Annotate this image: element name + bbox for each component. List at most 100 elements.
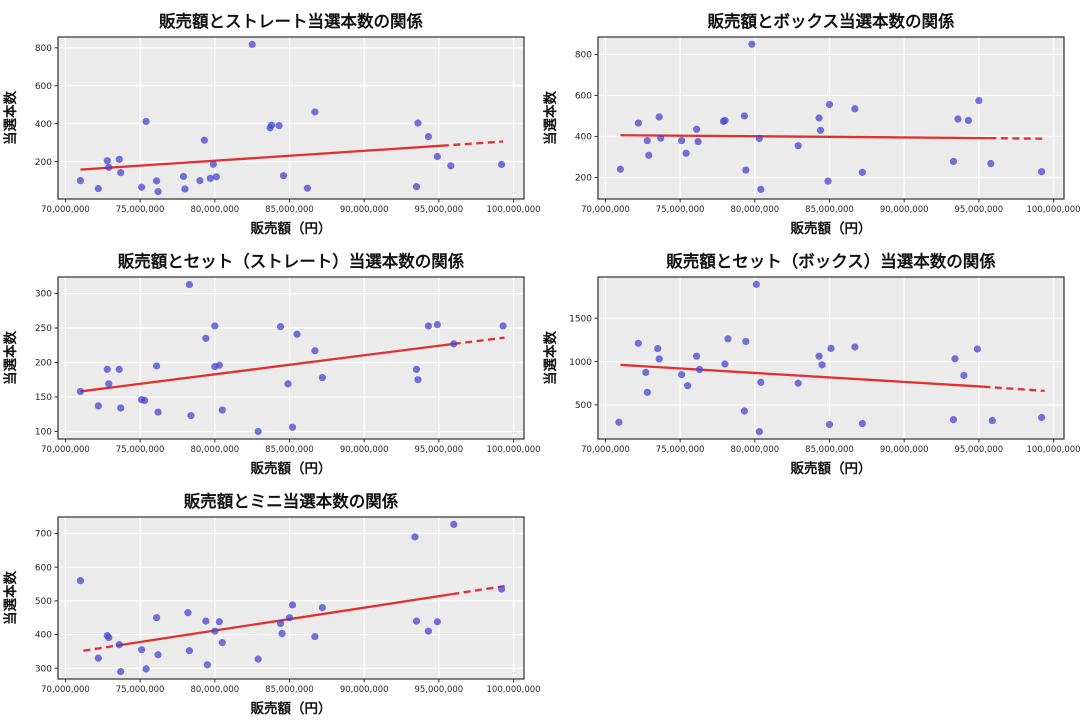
scatter-point bbox=[115, 155, 123, 163]
subplot-cell-set-box: 70,000,000 75,000,000 80,000,000 85,000,000… bbox=[540, 240, 1080, 480]
scatter-point bbox=[285, 614, 294, 622]
scatter-point bbox=[655, 355, 663, 363]
axes-panel bbox=[58, 37, 524, 199]
x-tick-label: 85,000,000 bbox=[265, 445, 314, 455]
scatter-point bbox=[184, 609, 192, 617]
x-tick-label: 70,000,000 bbox=[41, 205, 90, 215]
scatter-point bbox=[724, 335, 732, 343]
scatter-point bbox=[414, 119, 422, 127]
scatter-point bbox=[851, 105, 859, 113]
x-tick-label: 100,000,000 bbox=[487, 445, 540, 455]
y-tick-label: 200 bbox=[35, 158, 52, 168]
y-tick-label: 300 bbox=[35, 664, 52, 674]
scatter-point bbox=[960, 371, 968, 380]
chart-title: 販売額とボックス当選本数の関係 bbox=[707, 11, 955, 31]
y-tick-label: 100 bbox=[35, 428, 52, 438]
scatter-point bbox=[424, 322, 433, 330]
chart-straight-wins: 70,000,000 75,000,000 80,000,000 85,000,000… bbox=[2, 11, 540, 237]
scatter-point bbox=[424, 132, 433, 141]
scatter-point bbox=[196, 176, 204, 185]
y-tick-label: 600 bbox=[575, 92, 592, 102]
x-tick-label: 70,000,000 bbox=[581, 445, 630, 455]
y-tick-label: 1500 bbox=[569, 314, 592, 324]
scatter-point bbox=[987, 159, 995, 168]
trend-line-dashed bbox=[989, 136, 1044, 140]
x-tick-label: 80,000,000 bbox=[190, 445, 239, 455]
x-tick-label: 95,000,000 bbox=[955, 205, 1004, 215]
scatter-point bbox=[94, 402, 102, 410]
scatter-point bbox=[433, 618, 441, 626]
scatter-point bbox=[412, 365, 421, 373]
y-tick-label: 400 bbox=[35, 631, 52, 641]
scatter-point bbox=[642, 368, 650, 376]
axes-panel bbox=[58, 277, 524, 439]
scatter-point bbox=[412, 617, 421, 625]
axes-border bbox=[57, 276, 525, 440]
subplot-cell-box: 70,000,000 75,000,000 80,000,000 85,000,000… bbox=[540, 0, 1080, 240]
scatter-point bbox=[293, 330, 301, 338]
scatter-point bbox=[311, 347, 319, 355]
x-tick-label: 100,000,000 bbox=[1027, 205, 1080, 215]
scatter-point bbox=[185, 280, 194, 289]
y-tick-label: 400 bbox=[575, 133, 592, 143]
y-axis-label: 当選本数 bbox=[2, 91, 19, 145]
scatter-point bbox=[76, 387, 85, 396]
scatter-point bbox=[818, 361, 826, 369]
scatter-point bbox=[202, 617, 210, 625]
scatter-point bbox=[303, 184, 312, 192]
scatter-point bbox=[212, 173, 220, 181]
scatter-point bbox=[951, 355, 959, 363]
scatter-point bbox=[794, 379, 802, 387]
scatter-point bbox=[742, 166, 750, 174]
scatter-point bbox=[103, 365, 111, 373]
scatter-point bbox=[757, 185, 765, 193]
scatter-point bbox=[76, 577, 85, 585]
scatter-point bbox=[695, 365, 704, 374]
scatter-point bbox=[757, 378, 765, 386]
x-tick-label: 95,000,000 bbox=[955, 445, 1004, 455]
x-tick-label: 85,000,000 bbox=[265, 205, 314, 215]
scatter-point bbox=[752, 280, 760, 288]
scatter-point bbox=[988, 416, 996, 425]
scatter-point bbox=[211, 627, 219, 635]
trend-line-dashed bbox=[452, 584, 505, 596]
scatter-point bbox=[825, 100, 834, 109]
y-tick-label: 800 bbox=[35, 44, 52, 54]
x-tick-label: 75,000,000 bbox=[656, 205, 705, 215]
scatter-point bbox=[94, 184, 102, 193]
x-tick-label: 100,000,000 bbox=[487, 205, 540, 215]
scatter-point bbox=[678, 370, 686, 379]
x-axis-label: 販売額（円） bbox=[791, 220, 872, 237]
scatter-point bbox=[218, 639, 226, 647]
scatter-point bbox=[692, 352, 701, 360]
scatter-point bbox=[1037, 413, 1046, 422]
scatter-point bbox=[141, 396, 149, 404]
x-tick-label: 90,000,000 bbox=[340, 685, 389, 695]
x-tick-label: 70,000,000 bbox=[41, 445, 90, 455]
scatter-point bbox=[154, 408, 162, 416]
scatter-point bbox=[740, 407, 748, 415]
scatter-point bbox=[433, 320, 441, 329]
scatter-point bbox=[105, 163, 113, 171]
scatter-point bbox=[949, 416, 958, 424]
scatter-point bbox=[721, 360, 729, 368]
y-tick-label: 500 bbox=[35, 597, 52, 607]
scatter-point bbox=[288, 601, 297, 609]
scatter-point bbox=[450, 520, 458, 529]
scatter-point bbox=[643, 388, 651, 396]
chart-title: 販売額とセット（ボックス）当選本数の関係 bbox=[666, 251, 996, 271]
axes-border bbox=[597, 36, 1065, 200]
scatter-point bbox=[152, 177, 161, 185]
y-axis-label: 当選本数 bbox=[2, 571, 19, 625]
x-tick-label: 75,000,000 bbox=[116, 685, 165, 695]
scatter-point bbox=[694, 137, 702, 146]
scatter-point bbox=[643, 136, 651, 145]
y-tick-label: 300 bbox=[35, 290, 52, 300]
scatter-point bbox=[748, 40, 756, 48]
x-tick-label: 100,000,000 bbox=[487, 685, 540, 695]
scatter-point bbox=[154, 188, 162, 196]
x-axis-label: 販売額（円） bbox=[251, 460, 332, 477]
axes-border bbox=[57, 36, 525, 200]
scatter-point bbox=[815, 114, 823, 122]
subplot-cell-straight: 70,000,000 75,000,000 80,000,000 85,000,000… bbox=[0, 0, 540, 240]
